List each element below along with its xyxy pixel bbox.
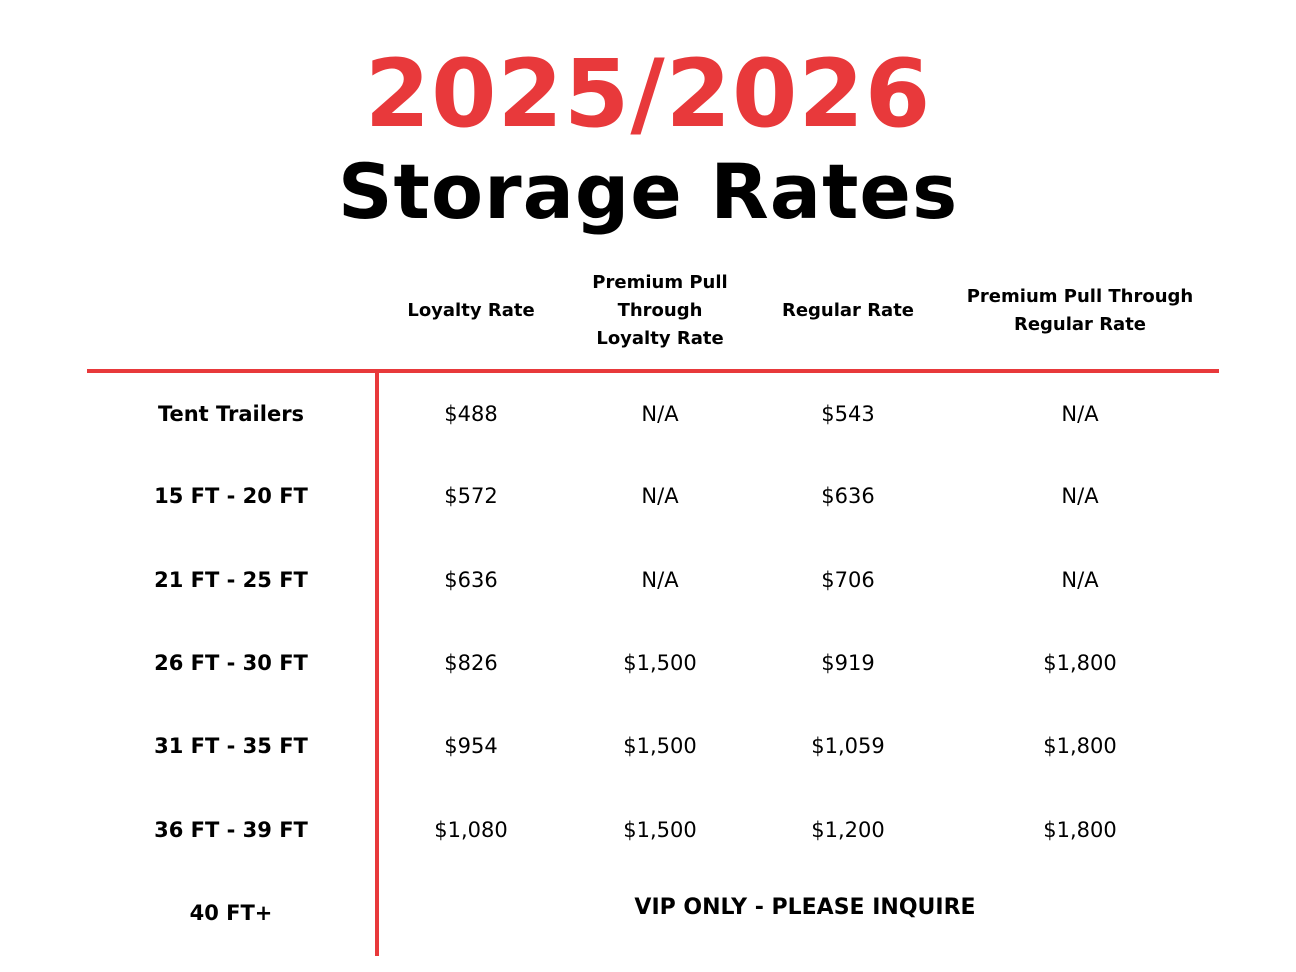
regular-rate-value: $1,059: [811, 734, 885, 758]
header-loyalty-rate: Loyalty Rate: [407, 300, 535, 321]
table-row: 26 FT - 30 FT $826 $1,500 $919 $1,800: [0, 643, 1296, 683]
loyalty-rate-value: $636: [444, 568, 498, 592]
table-row: 40 FT+: [0, 893, 1296, 933]
row-label: 36 FT - 39 FT: [154, 818, 308, 842]
premium-loyalty-rate-value: N/A: [641, 568, 679, 592]
regular-rate-value: $636: [821, 484, 875, 508]
header-premium-pull-through-loyalty-rate: Premium Pull Through Loyalty Rate: [592, 272, 728, 349]
row-label: 31 FT - 35 FT: [154, 734, 308, 758]
premium-regular-rate-value: $1,800: [1043, 818, 1117, 842]
header-divider-line: [87, 369, 1219, 373]
regular-rate-value: $1,200: [811, 818, 885, 842]
row-label: 40 FT+: [189, 901, 273, 925]
header-premium-pull-through-regular-rate: Premium Pull Through Regular Rate: [966, 286, 1194, 335]
loyalty-rate-value: $954: [444, 734, 498, 758]
table-row: 15 FT - 20 FT $572 N/A $636 N/A: [0, 476, 1296, 516]
table-row: 31 FT - 35 FT $954 $1,500 $1,059 $1,800: [0, 726, 1296, 766]
premium-loyalty-rate-value: N/A: [641, 484, 679, 508]
regular-rate-value: $706: [821, 568, 875, 592]
header-regular-rate: Regular Rate: [781, 300, 915, 321]
title-year: 2025/2026: [364, 40, 932, 149]
premium-loyalty-rate-value: N/A: [641, 402, 679, 426]
regular-rate-value: $919: [821, 651, 875, 675]
premium-regular-rate-value: N/A: [1061, 568, 1099, 592]
premium-regular-rate-value: $1,800: [1043, 651, 1117, 675]
table-row: 21 FT - 25 FT $636 N/A $706 N/A: [0, 560, 1296, 600]
premium-regular-rate-value: $1,800: [1043, 734, 1117, 758]
title-storage-rates: Storage Rates: [337, 147, 959, 236]
premium-loyalty-rate-value: $1,500: [623, 734, 697, 758]
row-label: 21 FT - 25 FT: [154, 568, 308, 592]
row-label: 15 FT - 20 FT: [154, 484, 308, 508]
loyalty-rate-value: $572: [444, 484, 498, 508]
premium-regular-rate-value: N/A: [1061, 484, 1099, 508]
row-label: Tent Trailers: [157, 402, 305, 426]
premium-regular-rate-value: N/A: [1061, 402, 1099, 426]
loyalty-rate-value: $488: [444, 402, 498, 426]
premium-loyalty-rate-value: $1,500: [623, 818, 697, 842]
table-row: Tent Trailers $488 N/A $543 N/A: [0, 394, 1296, 434]
vip-inquire-note: VIP ONLY - PLEASE INQUIRE: [634, 895, 976, 920]
loyalty-rate-value: $1,080: [434, 818, 508, 842]
row-label: 26 FT - 30 FT: [154, 651, 308, 675]
column-divider-line: [375, 371, 379, 956]
regular-rate-value: $543: [821, 402, 875, 426]
premium-loyalty-rate-value: $1,500: [623, 651, 697, 675]
loyalty-rate-value: $826: [444, 651, 498, 675]
table-row: 36 FT - 39 FT $1,080 $1,500 $1,200 $1,80…: [0, 810, 1296, 850]
